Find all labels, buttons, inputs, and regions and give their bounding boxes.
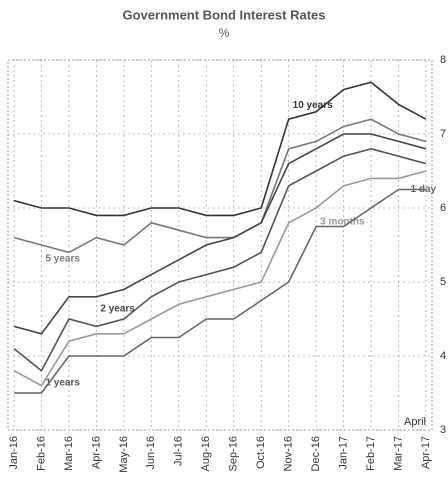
x-tick-label: Mar-17 <box>392 436 404 471</box>
series-line <box>14 188 426 394</box>
chart-title: Government Bond Interest Rates <box>123 7 326 22</box>
y-tick-label: 6 <box>440 202 446 214</box>
series-label: 3 months <box>320 217 365 228</box>
x-tick-label: Jul-16 <box>173 436 185 466</box>
y-tick-label: 7 <box>440 128 446 140</box>
y-tick-label: 3 <box>440 424 446 436</box>
y-tick-label: 4 <box>440 350 446 362</box>
x-tick-label: Jun-16 <box>145 436 157 470</box>
series-line <box>13 81 427 217</box>
y-tick-label: 5 <box>440 276 446 288</box>
series-label: 1 years <box>45 377 80 388</box>
x-tick-label: Apr-16 <box>90 436 102 469</box>
series-label: 10 years <box>293 100 333 111</box>
x-tick-label: Apr-17 <box>420 436 432 469</box>
chart-subtitle: % <box>219 26 230 40</box>
x-tick-label: Dec-16 <box>310 436 322 471</box>
x-tick-label: Mar-16 <box>63 436 75 471</box>
x-tick-label: Feb-16 <box>35 436 47 471</box>
series-line <box>13 133 427 335</box>
x-tick-label: Sep-16 <box>228 436 240 471</box>
x-tick-label: Jan-16 <box>8 436 20 470</box>
series-line <box>13 118 427 254</box>
x-tick-label: Feb-17 <box>365 436 377 471</box>
x-tick-label: Oct-16 <box>255 436 267 469</box>
series-line <box>13 170 427 387</box>
series-label: 1 day <box>411 184 437 195</box>
y-tick-label: 8 <box>440 54 446 66</box>
series-line <box>13 147 427 373</box>
x-tick-label: May-16 <box>118 436 130 473</box>
x-tick-label: Jan-17 <box>338 436 350 470</box>
plot-frame <box>7 59 433 431</box>
series-label: 2 years <box>100 303 135 314</box>
annotation: April <box>404 416 426 428</box>
x-tick-label: Nov-16 <box>283 436 295 471</box>
series-label: 5 years <box>45 254 80 265</box>
x-tick-label: Aug-16 <box>200 436 212 471</box>
